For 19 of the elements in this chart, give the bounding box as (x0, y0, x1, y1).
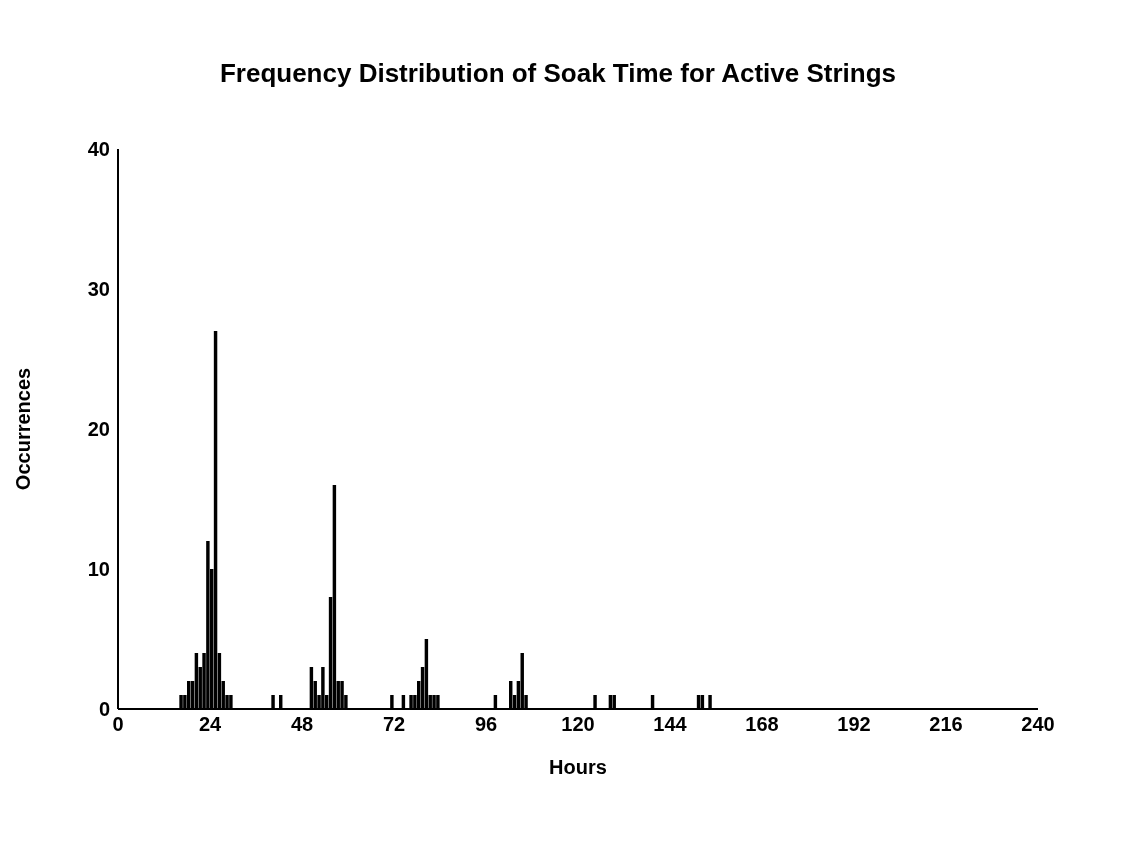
x-tick-label: 144 (653, 713, 688, 736)
x-tick-label: 192 (837, 713, 871, 736)
x-tick-label: 240 (1021, 713, 1055, 736)
x-tick-label: 0 (112, 713, 124, 736)
y-tick-label: 10 (87, 558, 110, 581)
y-tick-label: 30 (87, 278, 110, 301)
x-tick-label: 48 (290, 713, 314, 736)
x-tick-label: 96 (474, 713, 498, 736)
y-tick-label: 0 (98, 698, 110, 721)
x-axis-title: Hours (549, 756, 607, 778)
y-tick-label: 40 (87, 138, 110, 161)
x-tick-label: 24 (198, 713, 222, 736)
x-tick-label: 120 (561, 713, 595, 736)
x-tick-label: 72 (382, 713, 406, 736)
y-tick-label: 20 (87, 418, 110, 441)
x-tick-label: 168 (745, 713, 779, 736)
y-axis-title: Occurrences (12, 367, 35, 491)
chart-title: Frequency Distribution of Soak Time for Active Strings (218, 57, 898, 90)
x-tick-label: 216 (929, 713, 963, 736)
